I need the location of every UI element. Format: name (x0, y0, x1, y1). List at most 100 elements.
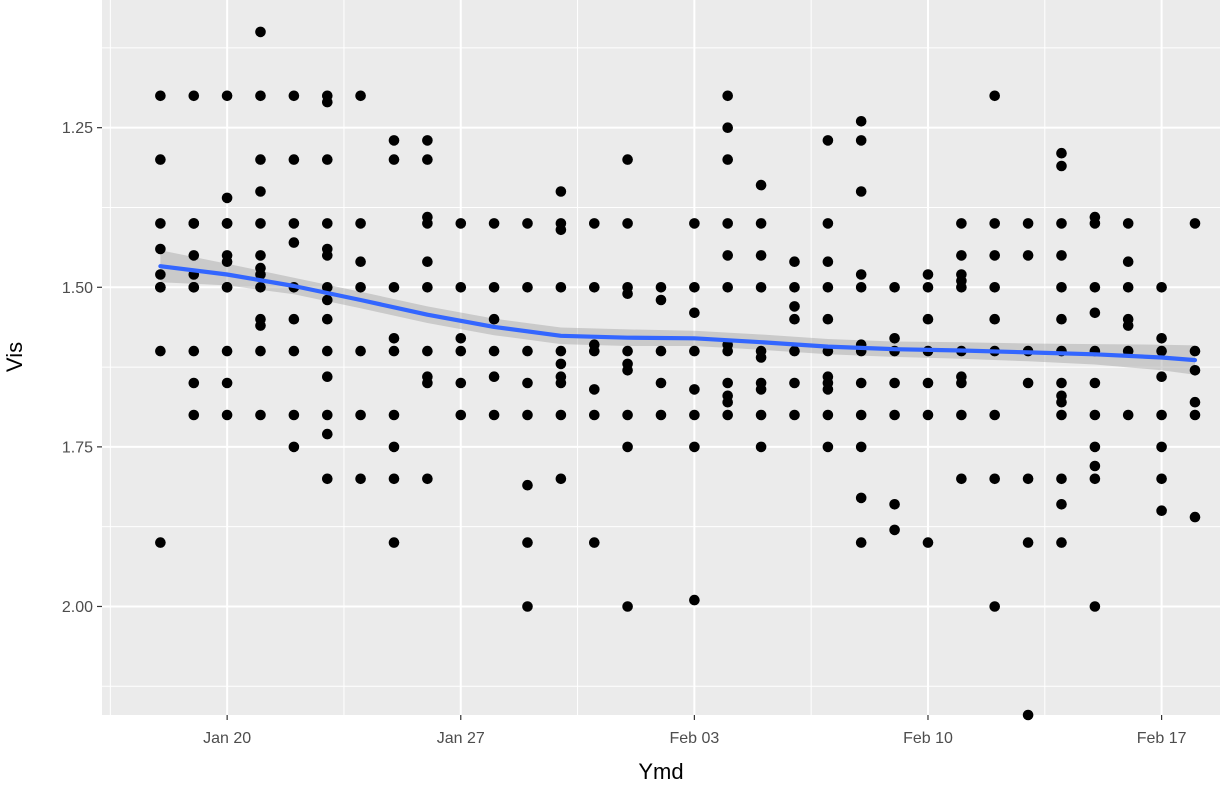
confidence-band (160, 250, 1195, 375)
data-point (422, 154, 433, 165)
data-point (1056, 218, 1067, 229)
data-point (589, 537, 600, 548)
y-tick-label: 2.00 (62, 599, 93, 616)
data-point (1022, 473, 1034, 485)
data-point (522, 479, 533, 491)
data-point (188, 218, 200, 229)
data-point (1089, 282, 1101, 293)
data-point (622, 154, 633, 165)
data-point (322, 96, 333, 108)
data-point (155, 154, 166, 165)
data-point (1022, 250, 1034, 261)
data-point (789, 301, 800, 312)
data-point (322, 371, 333, 383)
data-point (922, 537, 934, 548)
data-point (889, 333, 900, 344)
data-point (555, 186, 567, 197)
data-point (255, 90, 266, 102)
data-point (1056, 160, 1067, 172)
data-point (355, 218, 366, 229)
data-point (689, 384, 700, 395)
data-point (689, 307, 700, 319)
data-point (1089, 409, 1101, 421)
y-tick-label: 1.50 (62, 280, 93, 297)
data-point (589, 345, 600, 357)
data-point (1089, 473, 1101, 485)
data-point (855, 492, 867, 504)
data-point (655, 294, 667, 306)
data-point (822, 218, 834, 229)
data-point (188, 250, 200, 261)
data-point (1089, 218, 1101, 229)
data-point (255, 26, 266, 38)
data-point (789, 345, 800, 357)
data-point (855, 441, 867, 453)
data-point (255, 320, 266, 331)
data-point (855, 269, 867, 280)
plot-panel (102, 0, 1220, 715)
data-point (555, 358, 567, 370)
data-point (755, 218, 767, 229)
data-point (355, 473, 366, 485)
x-tick-label: Feb 17 (1137, 730, 1187, 747)
data-point (1189, 345, 1201, 357)
data-point (1189, 396, 1201, 408)
data-point (956, 473, 967, 485)
data-point (889, 377, 900, 389)
data-point (1122, 256, 1134, 268)
data-point (622, 441, 633, 453)
data-point (388, 333, 400, 344)
data-point (1056, 396, 1067, 408)
data-point (855, 282, 867, 293)
data-point (922, 269, 934, 280)
data-point (555, 224, 567, 236)
y-axis-title: Vis (2, 342, 27, 372)
data-point (522, 218, 533, 229)
y-tick-label: 1.25 (62, 120, 93, 137)
data-point (388, 409, 400, 421)
data-point (1056, 147, 1067, 159)
data-point (388, 282, 400, 293)
data-point (388, 473, 400, 485)
data-point (622, 365, 633, 376)
data-point (1022, 377, 1034, 389)
data-point (1156, 345, 1167, 357)
data-point (755, 282, 767, 293)
data-point (989, 313, 1000, 325)
data-point (755, 384, 767, 395)
data-point (388, 154, 400, 165)
data-point (755, 352, 767, 363)
data-point (188, 377, 200, 389)
data-point (822, 135, 834, 146)
data-point (755, 441, 767, 453)
data-point (922, 313, 934, 325)
data-point (1189, 409, 1201, 421)
data-point (855, 537, 867, 548)
data-point (322, 428, 333, 440)
data-point (1156, 409, 1167, 421)
data-point (889, 524, 900, 536)
data-point (1022, 709, 1034, 721)
data-point (1022, 537, 1034, 548)
data-point (1122, 409, 1134, 421)
data-point (488, 371, 500, 383)
data-point (589, 384, 600, 395)
data-point (589, 218, 600, 229)
data-point (1156, 282, 1167, 293)
data-point (155, 243, 166, 255)
data-point (488, 218, 500, 229)
data-point (1189, 218, 1201, 229)
data-point (455, 377, 467, 389)
data-point (422, 218, 433, 229)
data-point (355, 345, 366, 357)
x-tick-label: Jan 20 (203, 730, 251, 747)
data-point (689, 282, 700, 293)
data-point (188, 90, 200, 102)
data-point (956, 409, 967, 421)
data-point (855, 116, 867, 127)
data-point (255, 409, 266, 421)
data-point (488, 345, 500, 357)
data-point (455, 409, 467, 421)
data-point (1089, 601, 1101, 612)
data-point (522, 601, 533, 612)
